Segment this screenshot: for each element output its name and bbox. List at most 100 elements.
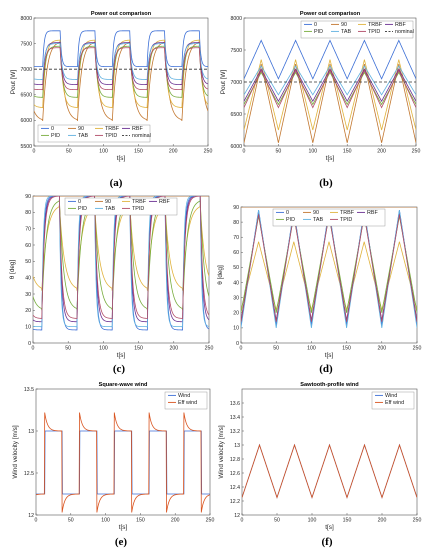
- x-axis-label: t[s]: [119, 524, 128, 531]
- x-tick-label: 0: [243, 149, 246, 155]
- legend: 0 90 TRBF RBF PID TAB TPID: [272, 208, 386, 227]
- series-line-TAB: [33, 196, 209, 328]
- y-axis-label: Pout [W]: [220, 70, 227, 95]
- legend-label: TPID: [340, 217, 352, 223]
- subfigure-caption: (e): [115, 536, 128, 548]
- y-tick-label: 6500: [20, 93, 32, 99]
- y-tick-label: 50: [233, 265, 239, 271]
- series-line-0: [244, 39, 416, 80]
- subfigure-caption: (a): [110, 177, 123, 189]
- x-tick-label: 100: [308, 518, 317, 524]
- series-line-90: [244, 63, 416, 143]
- y-tick-label: 6000: [20, 118, 32, 124]
- x-tick-label: 50: [65, 346, 71, 352]
- y-tick-label: 70: [25, 226, 31, 232]
- y-tick-label: 6000: [230, 144, 242, 150]
- series-line-TAB: [34, 43, 208, 80]
- y-tick-label: 8000: [20, 16, 32, 22]
- x-tick-label: 200: [169, 149, 178, 155]
- y-tick-label: 20: [233, 311, 239, 317]
- legend-label: PID: [78, 206, 87, 212]
- y-tick-label: 0: [28, 341, 31, 347]
- legend-label: 90: [341, 22, 347, 28]
- subplot-a: 0 50 100 150 200 250 5500 6000 6500 7000 7500 8000 t…: [10, 11, 212, 189]
- legend-box: [37, 124, 151, 143]
- y-tick-label: 7500: [230, 48, 242, 54]
- x-axis-label: t[s]: [117, 352, 126, 359]
- y-tick-label: 12.2: [230, 499, 240, 505]
- legend-label: PID: [314, 29, 323, 35]
- y-tick-label: 5500: [20, 144, 32, 150]
- x-tick-label: 250: [413, 346, 422, 352]
- x-tick-label: 250: [205, 346, 214, 352]
- x-tick-label: 100: [101, 518, 110, 524]
- x-tick-label: 0: [241, 518, 244, 524]
- legend-label: PID: [286, 217, 295, 223]
- legend-box: [371, 391, 415, 410]
- y-tick-label: 40: [25, 275, 31, 281]
- series-line-0: [33, 196, 209, 331]
- legend-label: RBF: [367, 210, 378, 216]
- legend-label: 90: [313, 210, 319, 216]
- y-tick-label: 13.2: [230, 429, 240, 435]
- y-tick-label: 30: [233, 295, 239, 301]
- y-tick-label: 0: [236, 341, 239, 347]
- y-tick-label: 60: [233, 250, 239, 256]
- y-tick-label: 12.5: [24, 471, 34, 477]
- plot-area: [241, 388, 418, 516]
- x-tick-label: 100: [99, 346, 108, 352]
- legend-box: [164, 391, 208, 410]
- chart-title: Power out comparison: [300, 11, 361, 17]
- series-group: [34, 30, 208, 122]
- legend-label: PID: [51, 133, 60, 139]
- legend-label: RBF: [159, 199, 170, 205]
- subfigure-caption: (f): [322, 536, 333, 548]
- x-axis-label: t[s]: [325, 352, 334, 359]
- y-tick-label: 13: [28, 429, 34, 435]
- x-tick-label: 0: [240, 346, 243, 352]
- y-tick-label: 60: [25, 243, 31, 249]
- subfigure-caption: (d): [319, 363, 333, 375]
- x-tick-label: 0: [32, 346, 35, 352]
- x-tick-label: 50: [273, 346, 279, 352]
- legend-label: TRBF: [368, 22, 383, 28]
- series-line-PID: [244, 71, 416, 106]
- x-tick-label: 200: [171, 518, 180, 524]
- legend-label: Wind: [178, 393, 190, 399]
- y-tick-label: 12.4: [230, 485, 240, 491]
- x-tick-label: 200: [169, 346, 178, 352]
- legend-label: 0: [78, 199, 81, 205]
- y-tick-label: 8000: [230, 16, 242, 22]
- x-axis-label: t[s]: [326, 155, 335, 162]
- chart-title: Square-wave wind: [99, 382, 148, 388]
- legend-label: TPID: [132, 206, 144, 212]
- legend-label: 0: [51, 126, 54, 132]
- legend: 0 90 TRBF RBF PID TAB TPID nominal: [37, 124, 151, 143]
- x-tick-label: 250: [206, 518, 215, 524]
- y-tick-label: 90: [233, 205, 239, 211]
- legend-label: 90: [105, 199, 111, 205]
- x-tick-label: 200: [377, 149, 386, 155]
- x-tick-label: 50: [274, 518, 280, 524]
- subplot-f: 0 50 100 150 200 250 12 12.2 12.4 12.6 12.8 13 13.2 1…: [218, 382, 421, 548]
- x-tick-label: 0: [35, 518, 38, 524]
- legend-box: [300, 20, 414, 39]
- x-tick-label: 150: [343, 149, 352, 155]
- x-tick-label: 200: [378, 518, 387, 524]
- legend-label: nominal: [132, 133, 151, 139]
- series-line-TPID: [34, 47, 208, 91]
- legend-label: TRBF: [132, 199, 147, 205]
- x-tick-label: 100: [307, 346, 316, 352]
- x-tick-label: 50: [276, 149, 282, 155]
- x-tick-label: 150: [134, 149, 143, 155]
- subfigure-caption: (c): [113, 363, 126, 375]
- y-axis-label: Wind velocity [m/s]: [218, 425, 225, 478]
- legend-label: TRBF: [340, 210, 355, 216]
- y-tick-label: 80: [233, 220, 239, 226]
- x-axis-label: t[s]: [325, 524, 334, 531]
- y-tick-label: 10: [25, 324, 31, 330]
- x-tick-label: 150: [342, 346, 351, 352]
